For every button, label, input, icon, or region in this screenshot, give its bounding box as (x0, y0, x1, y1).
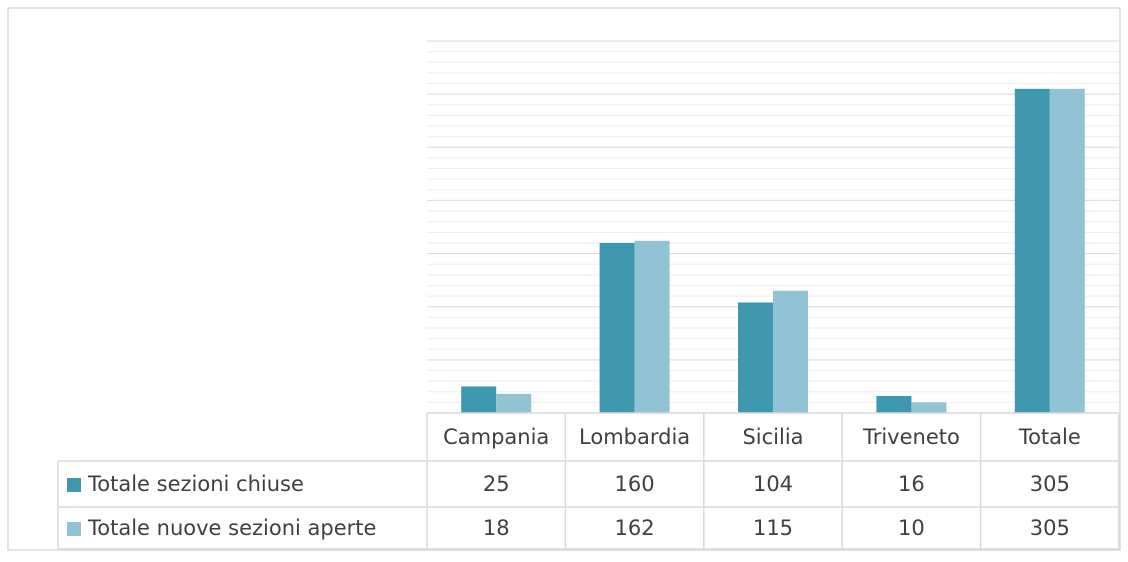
x-tick-label: Triveneto (862, 425, 960, 449)
x-tick-label: Campania (443, 425, 549, 449)
x-tick-label: Totale (1018, 425, 1081, 449)
table-value: 104 (753, 472, 793, 496)
legend-key (67, 522, 81, 536)
bar (1014, 88, 1050, 413)
legend-label: Totale nuove sezioni aperte (87, 516, 376, 540)
table-value: 10 (898, 516, 925, 540)
table-value: 305 (1030, 472, 1070, 496)
table-value: 25 (483, 472, 510, 496)
bar (911, 402, 947, 413)
bar (599, 242, 635, 413)
table-value: 16 (898, 472, 925, 496)
bar (876, 395, 912, 413)
bar (773, 290, 808, 413)
legend-key (67, 478, 81, 492)
bar (738, 302, 773, 413)
table-value: 305 (1030, 516, 1070, 540)
table-value: 115 (753, 516, 793, 540)
bar (1049, 88, 1085, 413)
bar (496, 393, 532, 413)
x-tick-label: Sicilia (742, 425, 803, 449)
bar (634, 240, 670, 413)
legend-label: Totale sezioni chiuse (87, 472, 304, 496)
table-value: 18 (483, 516, 510, 540)
chart-border (7, 7, 1121, 551)
bar (461, 386, 497, 413)
x-tick-label: Lombardia (579, 425, 690, 449)
table-value: 160 (615, 472, 655, 496)
table-value: 162 (615, 516, 655, 540)
